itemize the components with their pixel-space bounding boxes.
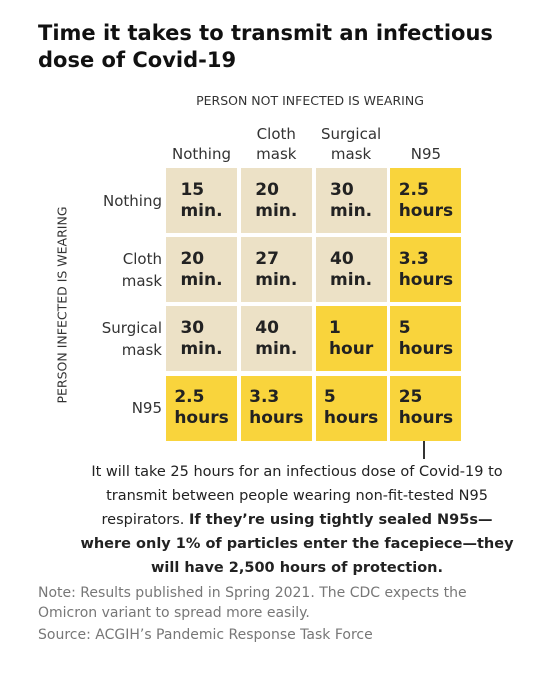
cell: 2.5 hours — [390, 168, 462, 233]
source: Source: ACGIH’s Pandemic Response Task F… — [38, 627, 373, 643]
cell: 30 min. — [315, 168, 387, 233]
column-label: Surgical mask — [316, 118, 387, 164]
cell-text: 2.5 hours — [174, 387, 229, 429]
cell: 3.3 hours — [240, 375, 312, 441]
cell: 30 min. — [166, 306, 237, 372]
cell-text: 40 min. — [255, 317, 298, 359]
row-label: Surgical mask — [60, 306, 162, 371]
row-header: PERSON INFECTED IS WEARING — [54, 206, 70, 404]
cell-text: 40 min. — [330, 248, 373, 290]
cell: 15 min. — [166, 168, 237, 233]
cell-text: 5 hours — [323, 387, 379, 429]
cell: 5 hours — [315, 375, 387, 441]
cell-text: 30 min. — [330, 179, 373, 221]
cell-text: 20 min. — [255, 179, 298, 221]
cell: 20 min. — [166, 237, 237, 303]
cell-text: 27 min. — [255, 248, 298, 290]
column-label: Nothing — [166, 118, 237, 164]
annotation: It will take 25 hours for an infectious … — [80, 460, 514, 580]
row-label-text: Surgical mask — [101, 318, 162, 359]
cell-text: 20 min. — [180, 248, 223, 290]
cell: 5 hours — [390, 306, 462, 372]
cell-text: 2.5 hours — [398, 179, 454, 221]
cell-text: 25 hours — [398, 387, 454, 429]
cell-text: 15 min. — [180, 179, 223, 221]
column-label: Cloth mask — [241, 118, 312, 164]
cell: 27 min. — [240, 237, 312, 303]
column-header: PERSON NOT INFECTED IS WEARING — [196, 93, 424, 108]
row-label-text: N95 — [131, 399, 162, 418]
cell-text: 3.3 hours — [249, 387, 304, 429]
row-label-text: Nothing — [103, 191, 162, 210]
cell-text: 3.3 hours — [398, 248, 454, 290]
column-label-text: N95 — [410, 145, 442, 163]
row-label: Cloth mask — [60, 237, 162, 302]
annotation-text: It will take 25 hours for an infectious … — [91, 464, 503, 528]
title: Time it takes to transmit an infectious … — [38, 21, 493, 72]
column-label: N95 — [390, 118, 461, 164]
cell-text: 5 hours — [398, 317, 454, 359]
cell: 40 min. — [315, 237, 387, 303]
cell: 1 hour — [315, 306, 387, 372]
cell: 40 min. — [240, 306, 312, 372]
note: Note: Results published in Spring 2021. … — [38, 585, 467, 621]
cell: 20 min. — [240, 168, 312, 233]
cell: 25 hours — [390, 375, 462, 441]
cell-text: 30 min. — [180, 317, 223, 359]
column-label-text: Cloth mask — [256, 125, 297, 163]
row-label: N95 — [60, 376, 162, 441]
row-label-text: Cloth mask — [121, 249, 163, 290]
column-label-text: Surgical mask — [320, 125, 382, 163]
cell: 2.5 hours — [166, 375, 237, 441]
cell-text: 1 hour — [328, 317, 374, 359]
row-label: Nothing — [60, 168, 162, 233]
pointer-line — [423, 431, 425, 459]
cell: 3.3 hours — [390, 237, 462, 303]
annotation-bold: If they’re using tightly sealed N95s—whe… — [80, 512, 514, 576]
column-label-text: Nothing — [172, 145, 231, 163]
